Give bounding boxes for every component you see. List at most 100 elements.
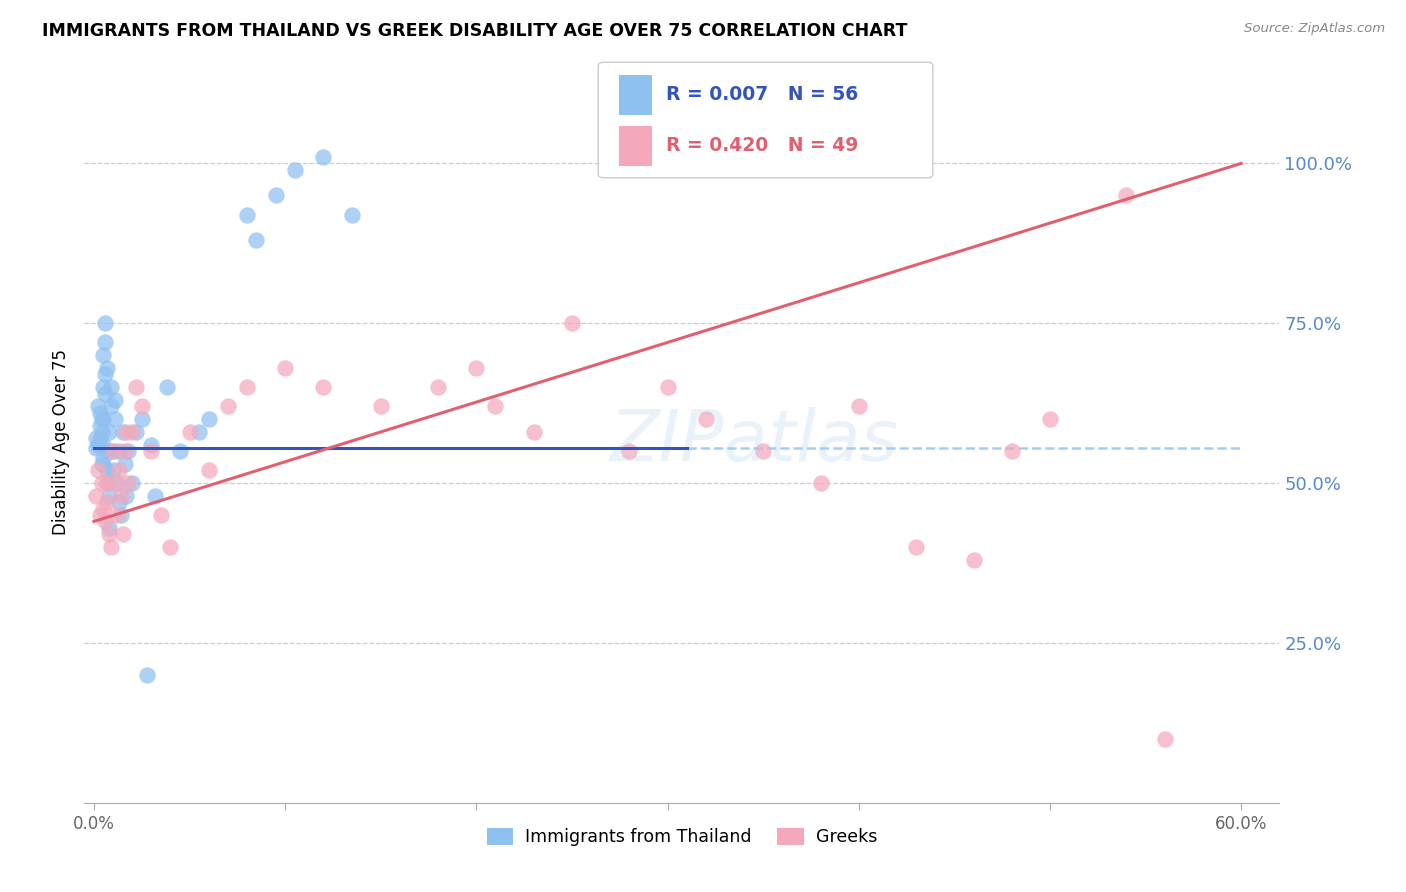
Point — [84, 489, 107, 503]
Point — [93, 348, 115, 362]
Point — [96, 463, 118, 477]
Point — [312, 150, 335, 164]
Point — [94, 368, 117, 382]
Point — [98, 527, 121, 541]
Point — [149, 508, 172, 522]
Point — [117, 476, 139, 491]
Point — [107, 495, 129, 509]
Point — [87, 438, 110, 452]
Point — [197, 463, 219, 477]
Point — [87, 400, 110, 414]
Point — [810, 476, 832, 491]
Point — [111, 527, 134, 541]
Point — [87, 463, 110, 477]
Point — [98, 489, 121, 503]
Point — [1039, 412, 1062, 426]
Point — [427, 380, 450, 394]
Point — [93, 501, 115, 516]
Point — [90, 425, 112, 439]
Point — [465, 361, 488, 376]
Point — [98, 521, 121, 535]
Point — [105, 476, 128, 491]
Point — [100, 380, 122, 394]
Point — [188, 425, 211, 439]
Point — [84, 431, 107, 445]
Point — [90, 412, 112, 426]
Point — [94, 335, 117, 350]
Text: R = 0.007   N = 56: R = 0.007 N = 56 — [666, 86, 859, 104]
Point — [121, 425, 143, 439]
Point — [962, 553, 984, 567]
Point — [100, 400, 122, 414]
Bar — [619, 75, 652, 114]
Point — [312, 380, 335, 394]
Point — [89, 418, 111, 433]
Point — [159, 540, 181, 554]
Y-axis label: Disability Age Over 75: Disability Age Over 75 — [52, 349, 70, 534]
Point — [107, 463, 129, 477]
Point — [752, 444, 775, 458]
Legend: Immigrants from Thailand, Greeks: Immigrants from Thailand, Greeks — [479, 821, 884, 854]
Point — [131, 412, 153, 426]
Point — [104, 412, 127, 426]
Point — [115, 425, 138, 439]
Point — [104, 476, 127, 491]
Text: IMMIGRANTS FROM THAILAND VS GREEK DISABILITY AGE OVER 75 CORRELATION CHART: IMMIGRANTS FROM THAILAND VS GREEK DISABI… — [42, 22, 907, 40]
Point — [245, 233, 267, 247]
Point — [179, 425, 201, 439]
Point — [93, 380, 115, 394]
Point — [84, 441, 107, 455]
Point — [94, 316, 117, 330]
Point — [274, 361, 297, 376]
Point — [89, 406, 111, 420]
Point — [89, 431, 111, 445]
Point — [93, 438, 115, 452]
Point — [101, 444, 124, 458]
Point — [107, 444, 129, 458]
Point — [217, 400, 239, 414]
Point — [114, 444, 136, 458]
Point — [90, 457, 112, 471]
Point — [155, 380, 177, 394]
Point — [169, 444, 191, 458]
Point — [136, 668, 159, 682]
Point — [104, 392, 127, 407]
Point — [100, 540, 122, 554]
Text: R = 0.420   N = 49: R = 0.420 N = 49 — [666, 136, 859, 155]
Text: Source: ZipAtlas.com: Source: ZipAtlas.com — [1244, 22, 1385, 36]
FancyBboxPatch shape — [599, 62, 934, 178]
Point — [264, 188, 287, 202]
Point — [89, 508, 111, 522]
Point — [96, 444, 118, 458]
Point — [114, 457, 136, 471]
Point — [141, 444, 163, 458]
Point — [125, 380, 148, 394]
Point — [93, 450, 115, 465]
Point — [236, 208, 259, 222]
Point — [523, 425, 546, 439]
Point — [96, 476, 118, 491]
Point — [619, 444, 641, 458]
Point — [284, 162, 307, 177]
Point — [905, 540, 928, 554]
Point — [561, 316, 583, 330]
Point — [90, 476, 112, 491]
Point — [115, 489, 138, 503]
Point — [110, 508, 132, 522]
Point — [125, 425, 148, 439]
Point — [94, 515, 117, 529]
Point — [117, 444, 139, 458]
Point — [101, 444, 124, 458]
Point — [1153, 731, 1175, 746]
Bar — [619, 126, 652, 166]
Point — [143, 489, 166, 503]
Point — [695, 412, 717, 426]
Point — [197, 412, 219, 426]
Point — [96, 495, 118, 509]
Point — [657, 380, 679, 394]
Point — [1115, 188, 1137, 202]
Text: ZIPatlas: ZIPatlas — [609, 407, 898, 476]
Point — [98, 425, 121, 439]
Point — [131, 400, 153, 414]
Point — [236, 380, 259, 394]
